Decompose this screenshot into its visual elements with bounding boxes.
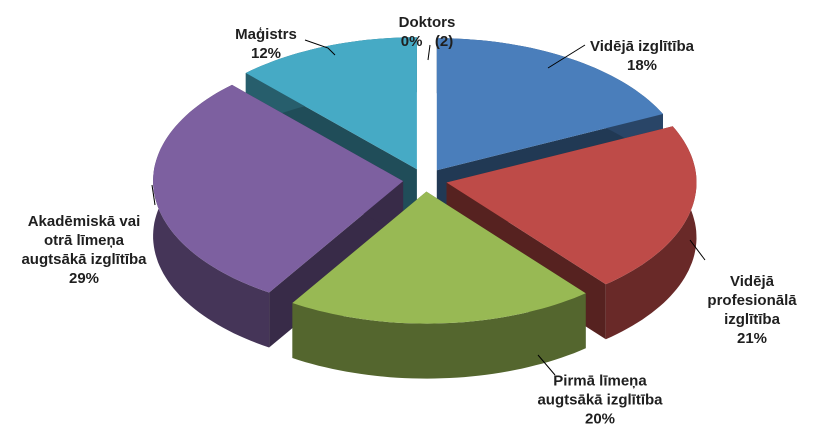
category-label: Vidējā profesionālā izglītība (707, 273, 797, 328)
slice-side (292, 293, 586, 379)
value-label: 29% (68, 270, 100, 287)
slice-top (245, 37, 417, 170)
leader-line (547, 44, 586, 69)
value-label: 21% (736, 330, 768, 347)
slice-top (292, 191, 586, 324)
category-label: Maģistrs (235, 26, 297, 43)
value-label: 18% (626, 57, 658, 74)
pie-slice (153, 84, 404, 348)
value-label: 20% (584, 410, 616, 428)
value-label: 12% (250, 45, 282, 62)
slice-top (153, 84, 404, 293)
slice-label: Vidējā profesionālā izglītība 21% (697, 272, 807, 348)
slice-top (446, 126, 697, 285)
slice-label: Doktors 0% (2) (377, 13, 477, 51)
category-label: Vidējā izglītība (590, 38, 694, 55)
category-label: Doktors (398, 14, 456, 31)
slice-label: Maģistrs 12% (226, 25, 306, 63)
leader-line (427, 44, 431, 61)
pie-slice (292, 191, 586, 379)
leader-line (537, 354, 556, 376)
category-label: Pirmā līmeņa augtsākā izglītība (537, 372, 663, 409)
category-label: Akadēmiskā vai otrā līmeņa augtsākā izgl… (21, 213, 147, 268)
value-label: 0% (2) (400, 33, 454, 50)
slice-label: Vidējā izglītība 18% (562, 37, 722, 75)
slice-label: Akadēmiskā vai otrā līmeņa augtsākā izgl… (19, 212, 149, 288)
slice-label: Pirmā līmeņa augtsākā izglītība 20% (520, 372, 680, 429)
leader-line (304, 39, 336, 56)
leader-line (151, 184, 156, 206)
slice-top (436, 38, 663, 171)
leader-line (689, 239, 706, 261)
